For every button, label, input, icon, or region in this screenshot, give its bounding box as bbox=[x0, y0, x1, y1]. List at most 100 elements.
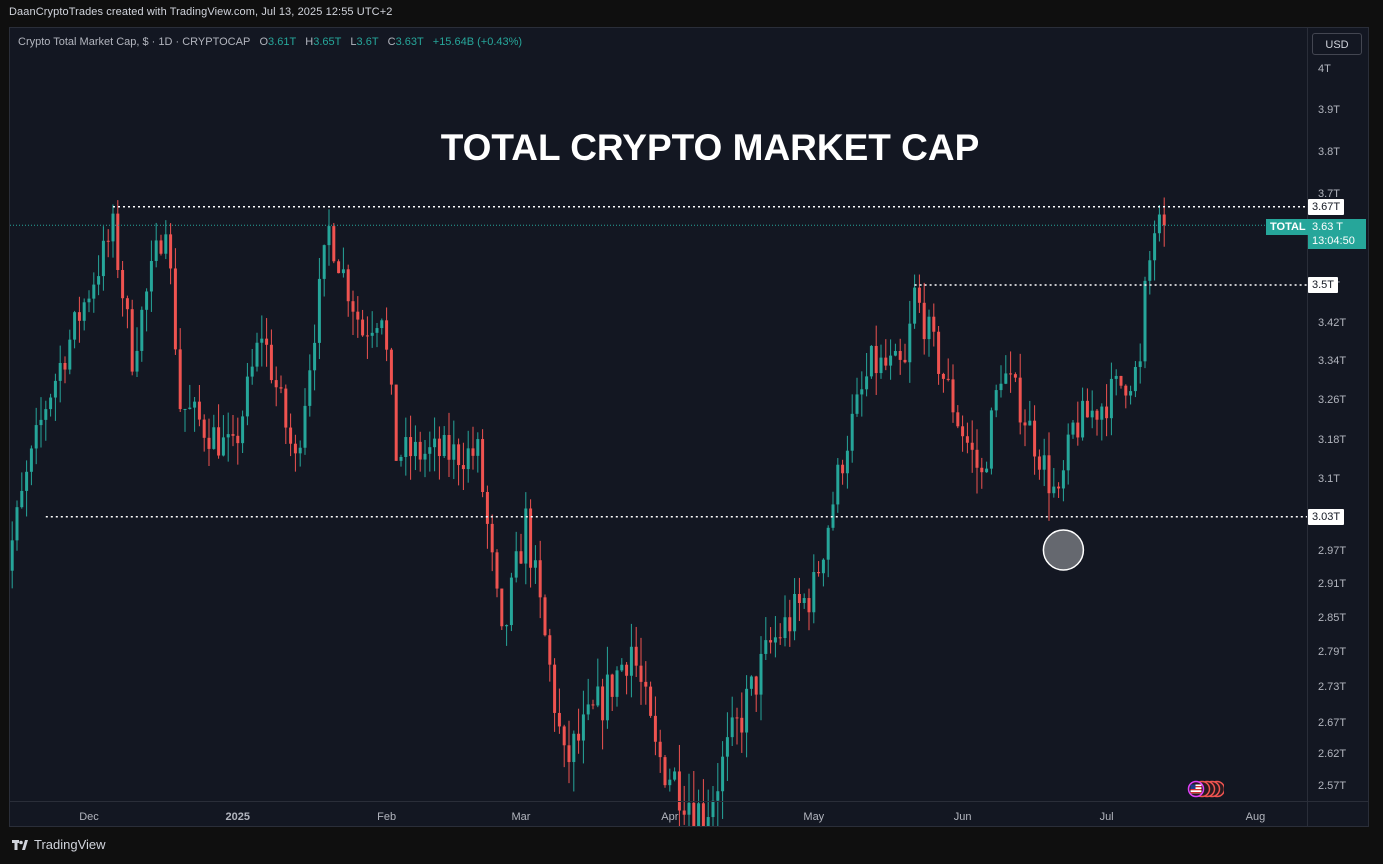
candle-body bbox=[721, 756, 725, 792]
candle-body bbox=[1009, 373, 1013, 375]
candle-body bbox=[985, 468, 989, 473]
candle-body bbox=[754, 676, 758, 695]
tradingview-logo-icon bbox=[12, 839, 28, 850]
candle-body bbox=[649, 686, 653, 716]
candle-body bbox=[1105, 406, 1109, 419]
time-tick-label: Aug bbox=[1246, 811, 1266, 823]
candle-body bbox=[365, 335, 369, 337]
candle-body bbox=[793, 593, 797, 632]
candle-body bbox=[1081, 400, 1085, 438]
candle-body bbox=[951, 379, 955, 413]
candle-body bbox=[773, 637, 777, 643]
candle-body bbox=[135, 350, 139, 372]
time-tick-label: Jul bbox=[1100, 811, 1114, 823]
candle-body bbox=[605, 674, 609, 721]
candle-body bbox=[193, 401, 197, 408]
candle-body bbox=[572, 733, 576, 763]
candle-body bbox=[745, 688, 749, 733]
candle-body bbox=[850, 413, 854, 451]
candle-body bbox=[20, 490, 24, 508]
time-tick-label: May bbox=[803, 811, 824, 823]
price-axis-divider bbox=[1307, 28, 1308, 826]
candle-body bbox=[956, 412, 960, 427]
candle-body bbox=[322, 245, 326, 279]
level-label-3.67: 3.67T bbox=[1308, 198, 1345, 215]
candle-body bbox=[1129, 391, 1133, 396]
candle-body bbox=[437, 438, 441, 457]
close-label: C bbox=[387, 36, 396, 48]
candle-body bbox=[692, 802, 696, 826]
candle-body bbox=[889, 355, 893, 366]
chart-title: TOTAL CRYPTO MARKET CAP bbox=[441, 127, 980, 168]
candle-body bbox=[711, 800, 715, 818]
chart-frame[interactable]: TOTAL CRYPTO MARKET CAP 4T 3.9T 3.8T 3.7T 3.5… bbox=[9, 27, 1369, 827]
high-label: H bbox=[305, 36, 314, 48]
candle-body bbox=[941, 373, 945, 379]
candle-body bbox=[812, 572, 816, 613]
candle-body bbox=[461, 465, 465, 470]
candle-body bbox=[231, 434, 235, 436]
candle-body bbox=[413, 441, 417, 457]
time-axis-divider bbox=[10, 801, 1368, 802]
tradingview-footer[interactable]: TradingView bbox=[12, 837, 106, 852]
candle-body bbox=[279, 387, 283, 389]
candle-body bbox=[313, 342, 317, 371]
series-name-tag: TOTAL bbox=[1266, 219, 1310, 235]
candle-body bbox=[399, 456, 403, 461]
candle-body bbox=[217, 427, 221, 456]
candle-body bbox=[999, 383, 1003, 391]
candle-body bbox=[903, 359, 907, 363]
candle-body bbox=[452, 444, 456, 460]
candle-body bbox=[668, 779, 672, 786]
candle-body bbox=[375, 328, 379, 333]
candle-body bbox=[538, 560, 542, 598]
candle-body bbox=[1157, 214, 1161, 234]
candle-body bbox=[145, 291, 149, 310]
economic-events-icon[interactable] bbox=[1180, 780, 1224, 798]
candle-body bbox=[562, 726, 566, 746]
currency-button[interactable]: USD bbox=[1312, 33, 1362, 55]
candle-body bbox=[961, 426, 965, 437]
candle-body bbox=[327, 226, 331, 246]
candle-body bbox=[485, 492, 489, 524]
price-tick-label: 3.1T bbox=[1318, 473, 1340, 485]
time-tick-label: Mar bbox=[512, 811, 531, 823]
candle-body bbox=[529, 508, 533, 568]
candle-body bbox=[106, 240, 110, 242]
candle-body bbox=[77, 312, 81, 321]
candle-body bbox=[893, 351, 897, 356]
candle-body bbox=[183, 408, 187, 410]
candle-body bbox=[1124, 385, 1128, 396]
candle-body bbox=[457, 444, 461, 466]
candle-body bbox=[869, 345, 873, 377]
candle-body bbox=[505, 625, 509, 627]
candle-body bbox=[596, 686, 600, 706]
chart-credit: DaanCryptoTrades created with TradingVie… bbox=[9, 6, 393, 18]
candle-body bbox=[346, 269, 350, 302]
candle-body bbox=[764, 640, 768, 654]
candle-body bbox=[178, 349, 182, 410]
candle-body bbox=[1138, 361, 1142, 367]
price-tick-label: 2.57T bbox=[1318, 780, 1346, 792]
candle-body bbox=[385, 320, 389, 350]
candle-body bbox=[341, 269, 345, 274]
candle-body bbox=[975, 449, 979, 468]
candle-body bbox=[788, 617, 792, 632]
candle-body bbox=[25, 471, 29, 491]
candle-body bbox=[514, 551, 518, 578]
candle-body bbox=[1028, 420, 1032, 426]
candle-body bbox=[394, 384, 398, 461]
candle-body bbox=[1119, 375, 1123, 386]
candle-body bbox=[15, 507, 19, 541]
candle-body bbox=[250, 366, 254, 377]
candle-body bbox=[471, 448, 475, 456]
candle-body bbox=[447, 434, 451, 460]
price-tick-label: 2.79T bbox=[1318, 646, 1346, 658]
candlestick-chart[interactable]: TOTAL CRYPTO MARKET CAP 4T 3.9T 3.8T 3.7T 3.5… bbox=[10, 28, 1369, 827]
candle-body bbox=[615, 670, 619, 697]
candle-body bbox=[404, 437, 408, 457]
candle-body bbox=[586, 704, 590, 715]
open-label: O bbox=[259, 36, 269, 48]
candle-body bbox=[653, 715, 657, 742]
price-tick-label: 3.9T bbox=[1318, 104, 1340, 116]
